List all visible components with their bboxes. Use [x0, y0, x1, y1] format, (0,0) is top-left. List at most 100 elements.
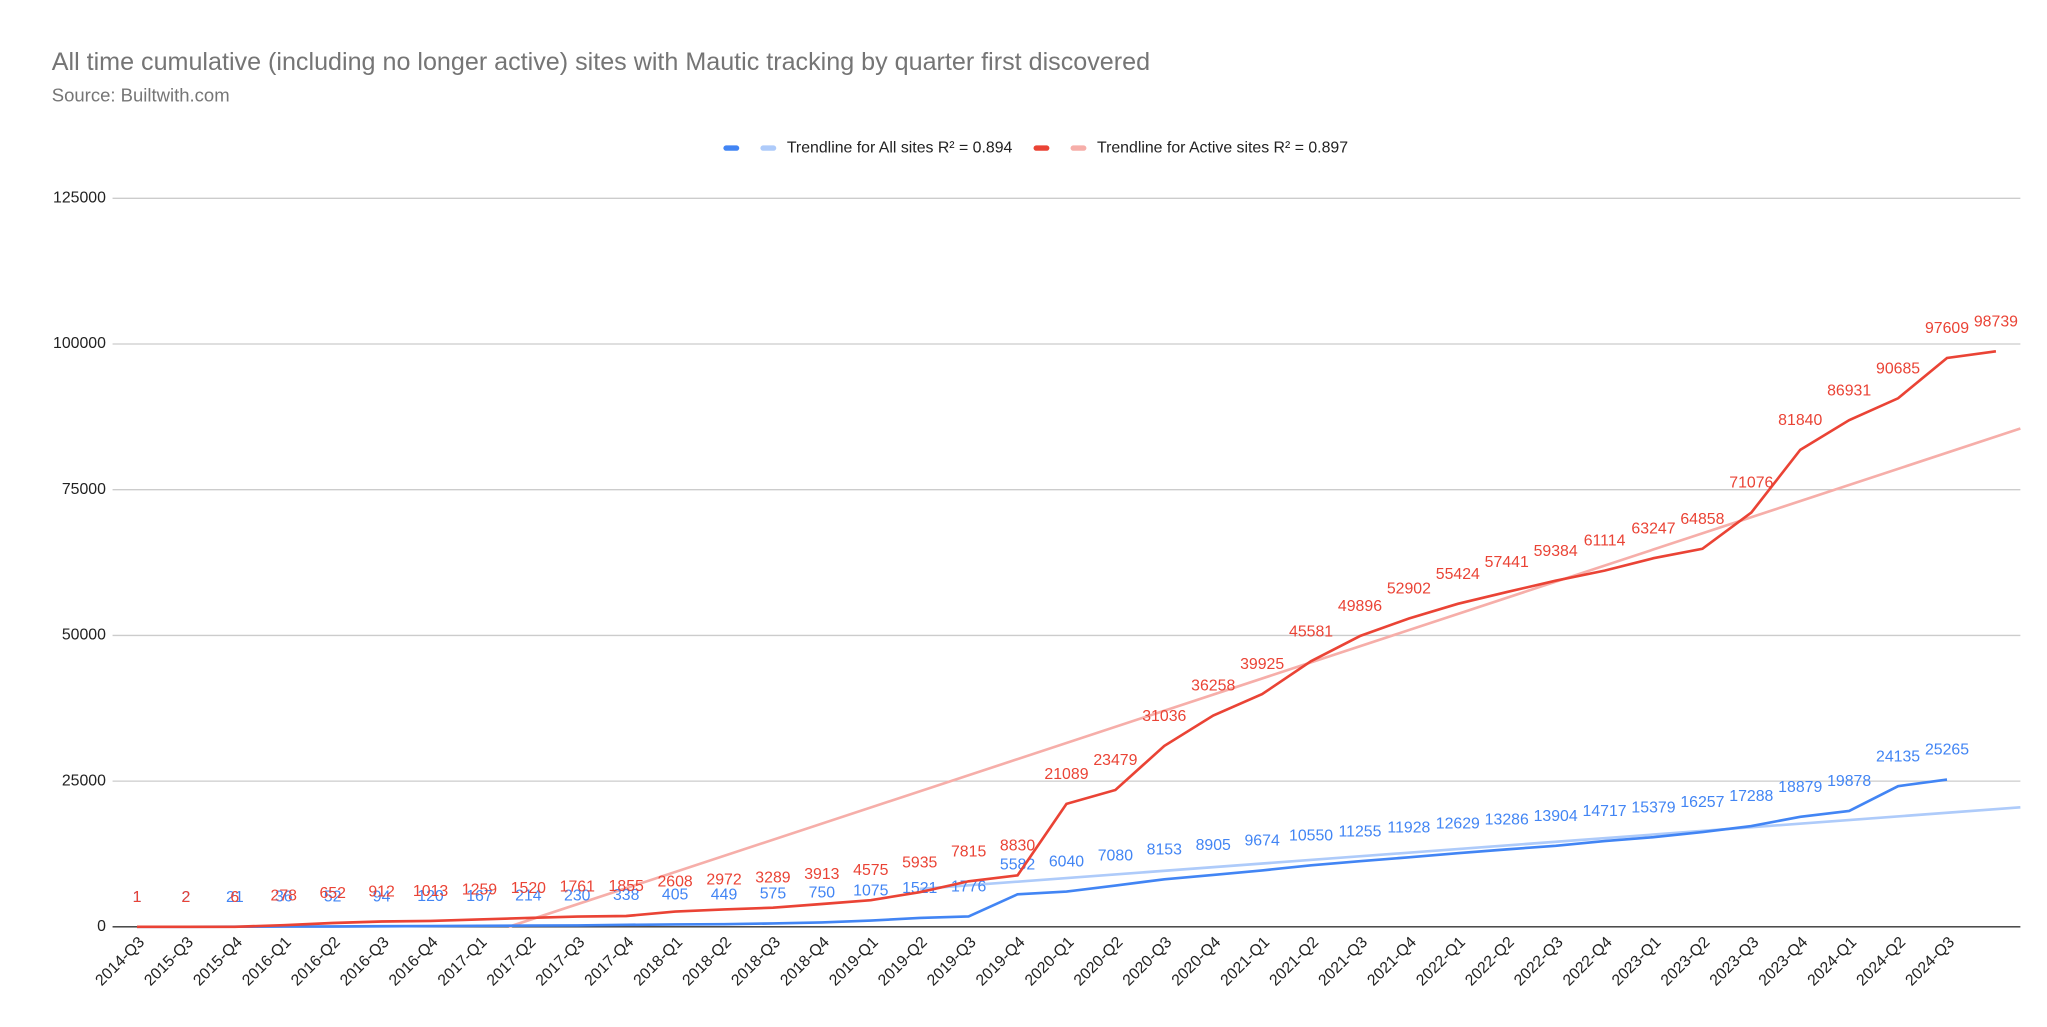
data-label: 10550 — [1289, 827, 1333, 844]
data-label: 23479 — [1093, 752, 1137, 769]
x-tick-label: 2019-Q3 — [924, 934, 980, 990]
x-tick-label: 2015-Q4 — [190, 934, 246, 990]
data-label: 16257 — [1680, 794, 1724, 811]
data-label: 7815 — [951, 843, 986, 860]
data-label: 39925 — [1240, 656, 1284, 673]
x-tick-label: 2018-Q4 — [777, 934, 833, 990]
legend-swatch — [1033, 145, 1050, 151]
data-label: 2 — [182, 889, 191, 906]
x-tick-label: 2017-Q2 — [484, 934, 540, 990]
x-tick-label: 2021-Q2 — [1266, 934, 1322, 990]
data-label: 4575 — [853, 862, 888, 879]
data-label: 52 — [324, 889, 342, 906]
legend-swatch — [760, 145, 777, 151]
x-tick-label: 2020-Q4 — [1169, 934, 1225, 990]
legend-swatch — [1070, 145, 1087, 151]
series-line — [137, 778, 1948, 929]
trendline — [508, 427, 2021, 929]
data-label: 45581 — [1289, 623, 1333, 640]
data-label: 14717 — [1583, 803, 1627, 820]
data-label: 17288 — [1729, 788, 1773, 805]
x-tick-label: 2023-Q4 — [1756, 934, 1812, 990]
data-label: 13904 — [1534, 808, 1578, 825]
x-tick-label: 2017-Q4 — [582, 934, 638, 990]
data-label: 8153 — [1147, 841, 1182, 858]
trendline — [919, 806, 2021, 891]
data-label: 1520 — [511, 880, 546, 897]
y-tick-label: 50000 — [62, 627, 106, 644]
data-label: 90685 — [1876, 360, 1920, 377]
data-label: 18879 — [1778, 779, 1822, 796]
data-label: 7080 — [1098, 848, 1133, 865]
data-label: 64858 — [1680, 511, 1724, 528]
x-tick-label: 2023-Q1 — [1609, 934, 1665, 990]
data-label: 63247 — [1631, 520, 1675, 537]
data-label: 12629 — [1436, 815, 1480, 832]
data-label: 19878 — [1827, 773, 1871, 790]
data-label: 167 — [466, 888, 493, 905]
data-label: 36 — [275, 889, 293, 906]
data-label: 52902 — [1387, 581, 1431, 598]
x-tick-label: 2022-Q3 — [1511, 934, 1567, 990]
data-label: 1 — [133, 889, 142, 906]
legend-label: Trendline for Active sites R² = 0.897 — [1097, 139, 1348, 156]
x-tick-label: 2017-Q3 — [533, 934, 589, 990]
chart-title: All time cumulative (including no longer… — [52, 48, 1150, 76]
data-label: 2 — [182, 889, 191, 906]
data-label: 98739 — [1974, 313, 2018, 330]
data-label: 36258 — [1191, 678, 1235, 695]
x-tick-label: 2020-Q3 — [1120, 934, 1176, 990]
data-label: 31036 — [1142, 708, 1186, 725]
data-label: 24135 — [1876, 748, 1920, 765]
x-tick-label: 2024-Q3 — [1902, 934, 1958, 990]
x-tick-label: 2022-Q4 — [1560, 934, 1616, 990]
x-tick-label: 2015-Q3 — [141, 934, 197, 990]
data-label: 11928 — [1387, 819, 1430, 836]
data-label: 8830 — [1000, 837, 1035, 854]
data-label: 338 — [613, 887, 640, 904]
data-label: 3913 — [804, 866, 839, 883]
data-label: 71076 — [1729, 475, 1773, 492]
y-tick-label: 0 — [97, 918, 106, 935]
x-tick-label: 2017-Q1 — [435, 934, 491, 990]
x-tick-label: 2024-Q2 — [1853, 934, 1909, 990]
data-label: 5935 — [902, 854, 937, 871]
data-label: 94 — [373, 888, 391, 905]
data-label: 1 — [133, 889, 142, 906]
y-tick-label: 75000 — [62, 481, 106, 498]
data-label: 1013 — [413, 883, 448, 900]
legend-label: Trendline for All sites R² = 0.894 — [787, 139, 1013, 156]
x-tick-label: 2024-Q1 — [1805, 934, 1861, 990]
data-label: 3289 — [755, 870, 790, 887]
data-label: 21089 — [1044, 766, 1088, 783]
x-tick-label: 2022-Q1 — [1413, 934, 1469, 990]
y-tick-label: 125000 — [53, 190, 106, 207]
x-tick-label: 2016-Q3 — [337, 934, 393, 990]
data-label: 278 — [271, 887, 298, 904]
data-label: 57441 — [1485, 554, 1529, 571]
data-label: 6 — [230, 889, 239, 906]
data-label: 1075 — [853, 883, 888, 900]
data-label: 1855 — [609, 878, 644, 895]
legend-swatch — [723, 145, 740, 151]
data-label: 405 — [662, 887, 689, 904]
data-label: 120 — [417, 888, 444, 905]
data-label: 230 — [564, 888, 591, 905]
data-label: 55424 — [1436, 566, 1480, 583]
x-tick-label: 2019-Q2 — [875, 934, 931, 990]
data-label: 750 — [809, 885, 836, 902]
x-tick-label: 2021-Q4 — [1364, 934, 1420, 990]
series-line — [137, 350, 1997, 929]
data-label: 2972 — [706, 872, 741, 889]
x-tick-label: 2016-Q2 — [288, 934, 344, 990]
data-label: 25265 — [1925, 742, 1969, 759]
data-label: 912 — [368, 884, 395, 901]
data-label: 575 — [760, 886, 787, 903]
data-label: 49896 — [1338, 598, 1382, 615]
data-label: 449 — [711, 886, 738, 903]
data-label: 214 — [515, 888, 542, 905]
x-tick-label: 2018-Q1 — [631, 934, 687, 990]
x-tick-label: 2023-Q3 — [1707, 934, 1763, 990]
y-tick-label: 100000 — [53, 335, 106, 352]
data-label: 8905 — [1196, 837, 1231, 854]
